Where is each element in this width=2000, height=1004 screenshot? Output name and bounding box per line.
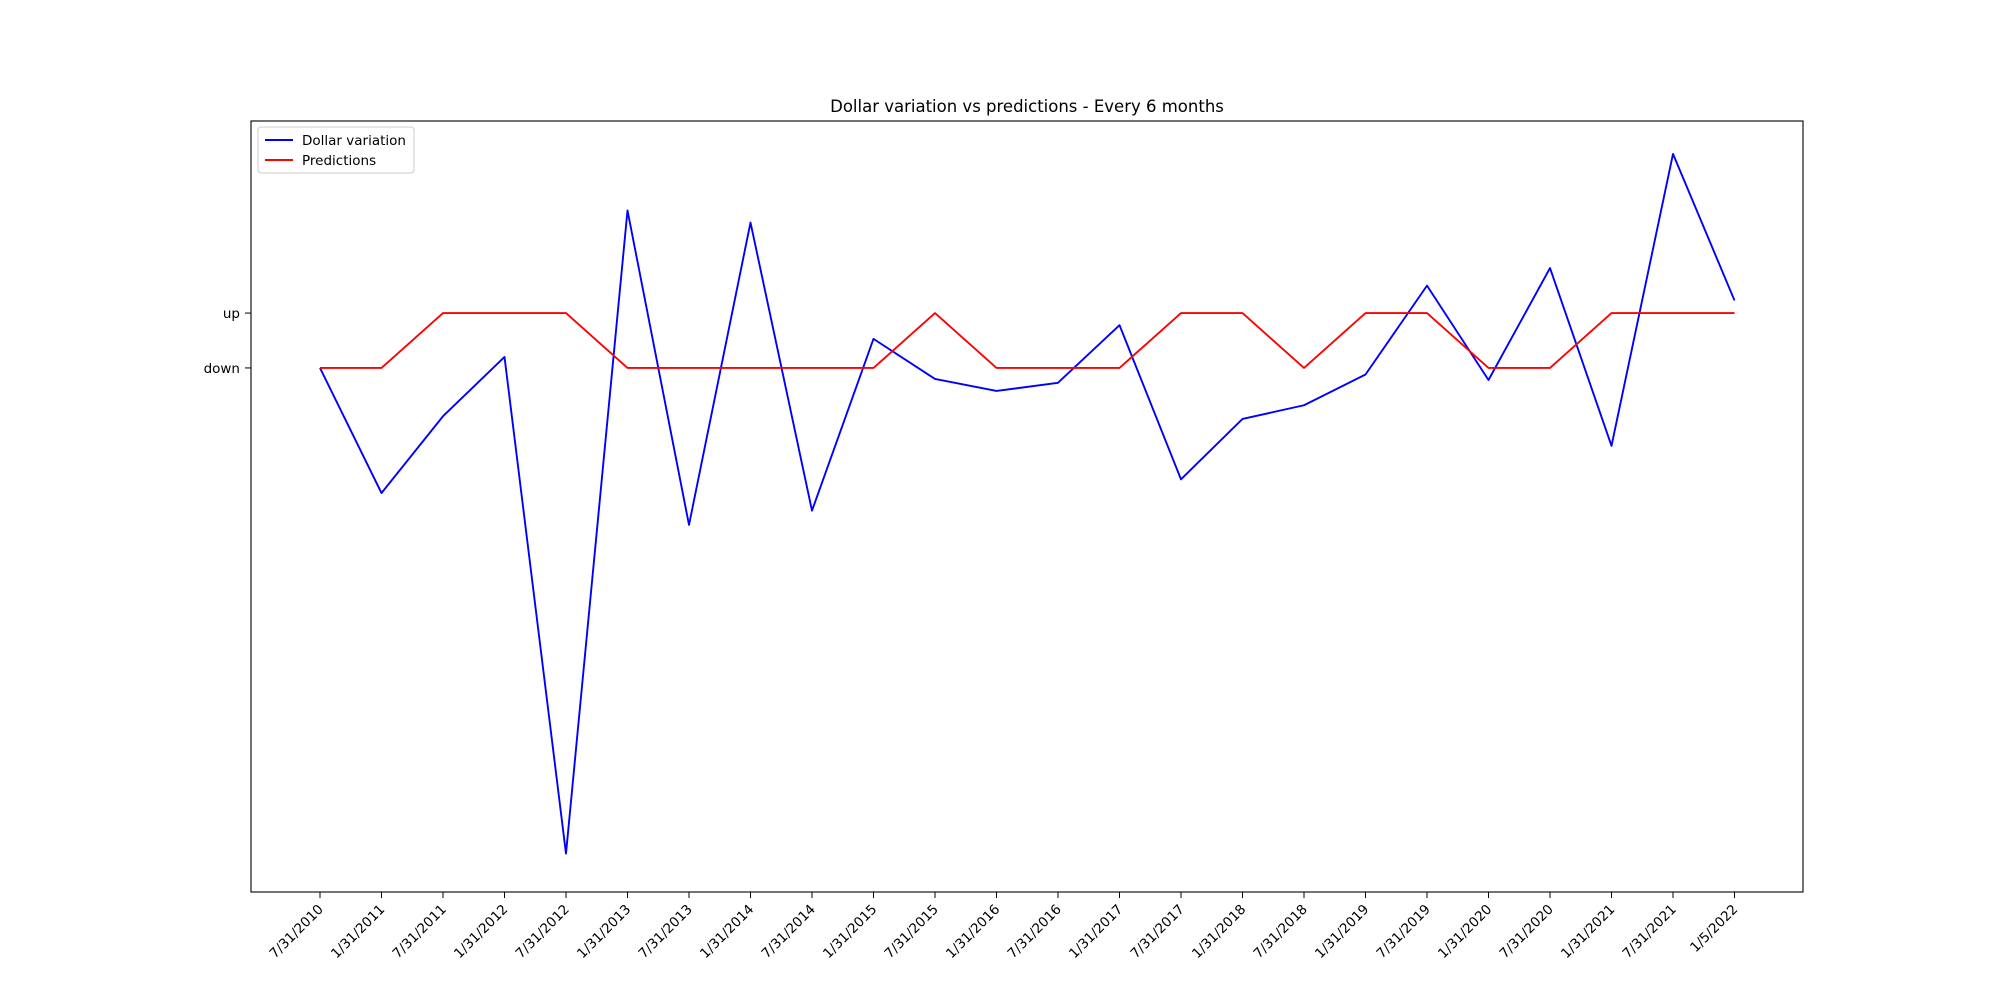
x-tick-label-19: 1/31/2020 <box>1435 902 1495 962</box>
x-tick-label-15: 1/31/2018 <box>1189 902 1249 962</box>
x-tick-label-22: 7/31/2021 <box>1620 902 1680 962</box>
x-tick-label-21: 1/31/2021 <box>1558 902 1618 962</box>
x-tick-label-2: 7/31/2011 <box>390 902 450 962</box>
x-tick-label-13: 1/31/2017 <box>1066 902 1126 962</box>
series-line-1 <box>320 312 1735 369</box>
x-tick-label-10: 7/31/2015 <box>882 902 942 962</box>
x-tick-label-23: 1/5/2022 <box>1687 902 1741 956</box>
x-tick-label-11: 1/31/2016 <box>943 902 1003 962</box>
x-tick-label-17: 1/31/2019 <box>1312 902 1372 962</box>
x-tick-label-14: 7/31/2017 <box>1128 902 1188 962</box>
plot-frame <box>250 120 1804 893</box>
series-line-0 <box>319 152 1736 855</box>
x-axis: 7/31/2010 1/31/2011 7/31/2011 1/31/2012 7/31… <box>267 892 1741 962</box>
legend-box <box>257 126 415 174</box>
legend-label-0: Dollar variation <box>302 133 406 149</box>
x-tick-label-4: 7/31/2012 <box>513 902 573 962</box>
y-axis: down up <box>204 306 251 377</box>
legend-label-1: Predictions <box>302 153 376 169</box>
x-tick-label-3: 1/31/2012 <box>451 902 511 962</box>
x-tick-label-5: 1/31/2013 <box>574 902 634 962</box>
x-tick-label-8: 7/31/2014 <box>759 902 819 962</box>
x-tick-label-1: 1/31/2011 <box>328 902 388 962</box>
x-tick-label-0: 7/31/2010 <box>267 902 327 962</box>
x-tick-label-12: 7/31/2016 <box>1005 902 1065 962</box>
x-tick-label-16: 7/31/2018 <box>1251 902 1311 962</box>
x-tick-label-6: 7/31/2013 <box>636 902 696 962</box>
chart-title: Dollar variation vs predictions - Every … <box>830 97 1224 116</box>
x-tick-label-20: 7/31/2020 <box>1497 902 1557 962</box>
x-tick-label-9: 1/31/2015 <box>820 902 880 962</box>
x-tick-label-18: 7/31/2019 <box>1374 902 1434 962</box>
x-tick-label-7: 1/31/2014 <box>697 902 757 962</box>
y-tick-label-1: up <box>223 306 240 322</box>
y-tick-label-0: down <box>204 361 240 377</box>
legend: Dollar variation Predictions <box>257 126 415 174</box>
series-layer <box>319 152 1736 855</box>
